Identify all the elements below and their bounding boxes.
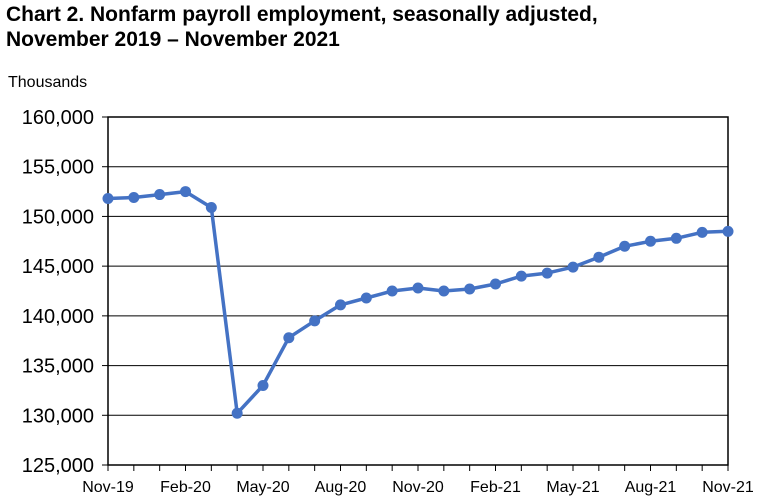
data-point (567, 261, 579, 273)
data-point (541, 267, 553, 279)
x-tick-label: Nov-20 (392, 479, 444, 496)
x-tick-label: Aug-21 (625, 479, 677, 496)
y-tick-label: 155,000 (22, 157, 94, 179)
x-tick-label: Feb-21 (470, 479, 521, 496)
data-point (438, 285, 450, 297)
data-point (154, 189, 166, 201)
x-tick-label: May-21 (546, 479, 599, 496)
chart-title-line-1: Chart 2. Nonfarm payroll employment, sea… (6, 3, 598, 26)
data-point (128, 192, 140, 204)
data-point (593, 251, 605, 263)
y-tick-label: 145,000 (22, 256, 94, 278)
data-point (257, 379, 269, 391)
data-point (386, 285, 398, 297)
y-tick-label: 140,000 (22, 306, 94, 328)
y-axis-unit-label: Thousands (8, 74, 88, 91)
data-point (180, 186, 191, 198)
data-point (102, 193, 114, 205)
x-tick-label: Nov-21 (702, 479, 754, 496)
y-tick-label: 160,000 (22, 107, 94, 129)
x-axis-ticks: Nov-19 Feb-20 May-20 Aug-20 Nov-20 Feb-21 May-… (82, 465, 754, 496)
data-point (722, 225, 734, 237)
x-tick-label: Feb-20 (160, 479, 211, 496)
y-tick-label: 150,000 (22, 206, 94, 228)
series-group (102, 186, 734, 419)
data-point (464, 283, 476, 295)
data-point (335, 299, 346, 311)
x-tick-label: Nov-19 (82, 479, 134, 496)
chart-title: Chart 2. Nonfarm payroll employment, sea… (6, 2, 598, 52)
y-tick-label: 125,000 (22, 455, 94, 477)
data-point (360, 292, 372, 304)
data-point (515, 270, 527, 282)
data-point (309, 315, 321, 327)
x-tick-label: Aug-20 (315, 479, 367, 496)
y-axis-ticks: 125,000 130,000 135,000 140,000 145,000 150,0… (22, 107, 108, 477)
chart-title-line-2: November 2019 – November 2021 (6, 28, 340, 51)
y-tick-label: 135,000 (22, 356, 94, 378)
series-line (107, 189, 729, 416)
data-point (645, 235, 656, 247)
x-tick-label: May-20 (236, 479, 289, 496)
data-point (670, 232, 682, 244)
data-point (412, 282, 424, 294)
y-tick-label: 130,000 (22, 405, 94, 427)
data-point (231, 407, 243, 419)
data-point (619, 240, 631, 252)
data-point (205, 201, 217, 213)
data-point (283, 332, 295, 344)
data-point (490, 278, 501, 290)
data-point (696, 226, 708, 238)
